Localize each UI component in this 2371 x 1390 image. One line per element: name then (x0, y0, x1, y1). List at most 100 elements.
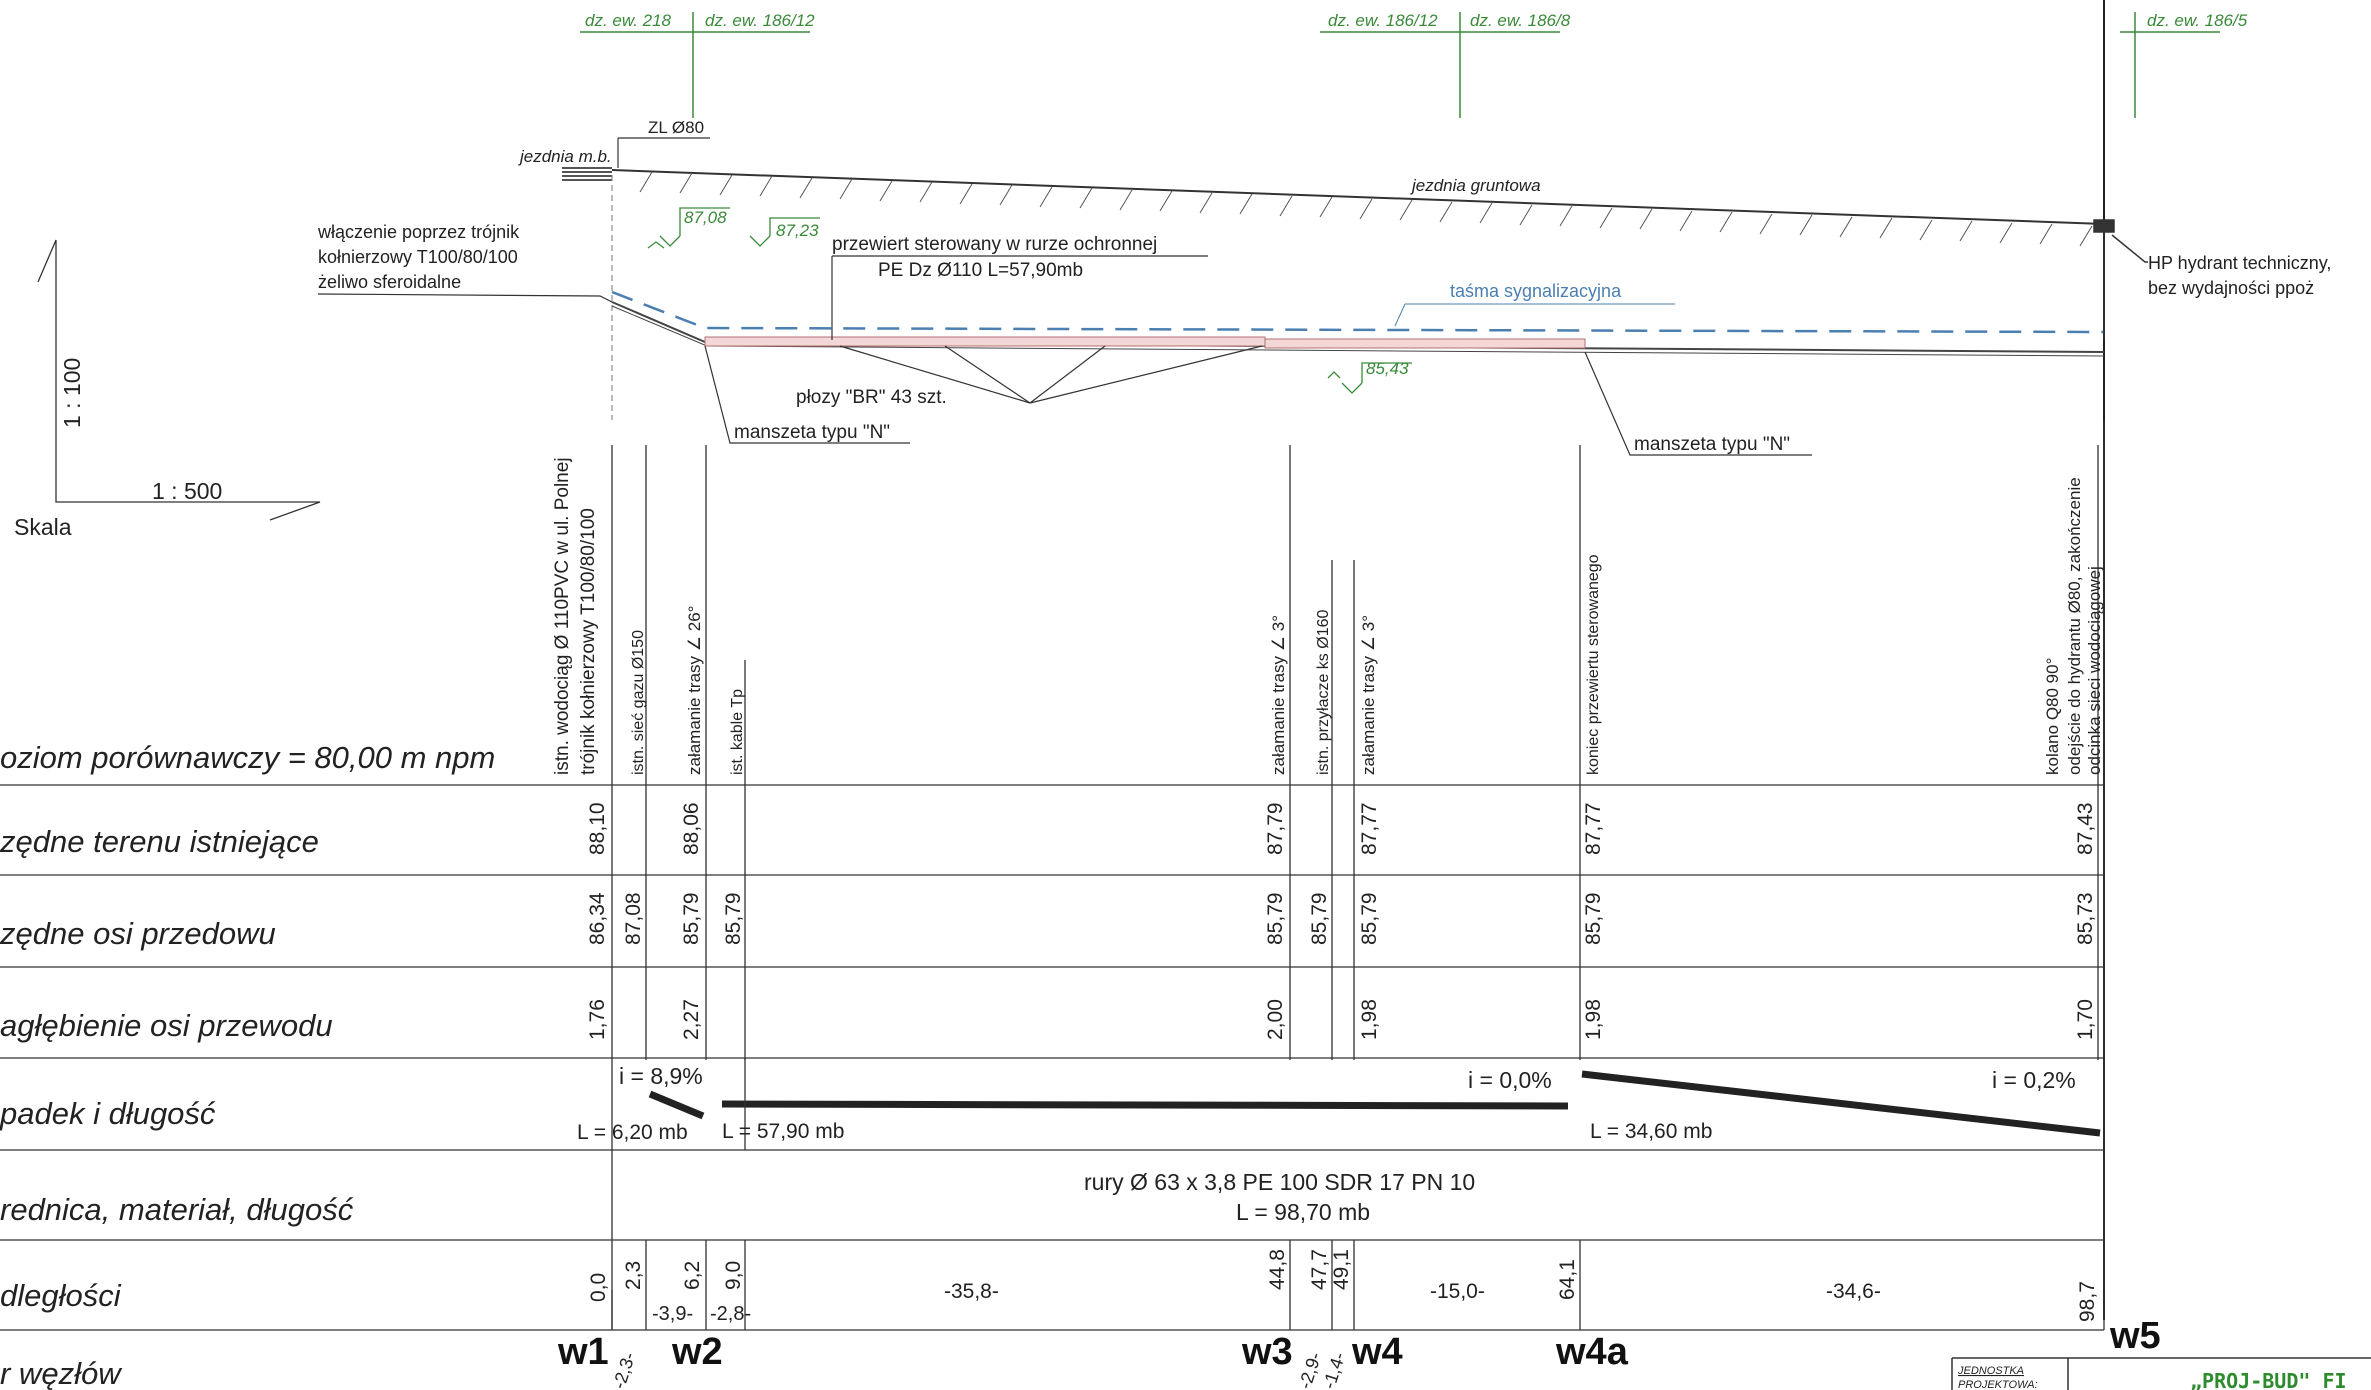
node-label: w3 (1241, 1331, 1293, 1373)
axis-value: 85,79 (1308, 892, 1331, 945)
station-label: załamanie trasy ∠ 26° (685, 606, 704, 775)
hydrant-symbol (2093, 219, 2148, 340)
station-label: załamanie trasy ∠ 3° (1269, 615, 1288, 775)
terrain-value: 87,43 (2074, 802, 2097, 855)
scale-label: Skala (14, 514, 72, 540)
pipe-length: L = 98,70 mb (1236, 1199, 1370, 1225)
distance-value: 2,3 (622, 1261, 645, 1290)
axis-value: 85,79 (1582, 892, 1605, 945)
parcel-label: dz. ew. 186/8 (1470, 11, 1571, 30)
depth-value: 1,98 (1582, 999, 1605, 1040)
segment-value: -15,0- (1430, 1280, 1485, 1303)
row-header: agłębienie osi przewodu (0, 1008, 333, 1043)
elev-label: 87,08 (684, 208, 727, 227)
hydrant-note: bez wydajności ppoż (2148, 278, 2314, 298)
distance-value: 47,7 (1308, 1249, 1331, 1290)
segment-value: -2,3- (609, 1350, 639, 1390)
slope-value: i = 0,2% (1992, 1067, 2076, 1093)
axis-value: 85,79 (1264, 892, 1287, 945)
node-label: w4 (1351, 1331, 1403, 1373)
slope-value: i = 8,9% (619, 1063, 703, 1089)
elev-marks (647, 207, 1412, 394)
distance-value: 64,1 (1556, 1259, 1579, 1300)
row-header: zędne osi przedowu (0, 916, 276, 951)
node-label: w4a (1555, 1331, 1629, 1373)
axis-value: 86,34 (586, 892, 609, 945)
drilling-note: przewiert sterowany w rurze ochronnej (832, 234, 1157, 255)
connection-note: włączenie poprzez trójnik (317, 222, 520, 242)
drilling-note: PE Dz Ø110 L=57,90mb (878, 260, 1083, 281)
station-label: trójnik kołnierzowy T100/80/100 (578, 508, 599, 775)
distance-value: 98,7 (2076, 1281, 2099, 1322)
station-label: ist. kable Tp (729, 689, 746, 775)
station-label: istn. wodociąg Ø 110PVC w ul. Polnej (552, 457, 573, 775)
segment-value: -35,8- (944, 1280, 999, 1303)
cuff-label: manszeta typu "N" (734, 422, 890, 443)
axis-value: 85,79 (1358, 892, 1381, 945)
station-label: koniec przewiertu sterowanego (1585, 554, 1602, 775)
road-label: jezdnia gruntowa (1410, 176, 1541, 195)
parcel-label: dz. ew. 218 (585, 11, 672, 30)
distance-value: 6,2 (681, 1261, 704, 1290)
terrain-value: 87,77 (1358, 802, 1381, 855)
node-label: w1 (557, 1331, 609, 1373)
depth-value: 1,70 (2074, 999, 2097, 1040)
station-label: załamanie trasy ∠ 3° (1359, 615, 1378, 775)
cuff-label: manszeta typu "N" (1634, 434, 1790, 455)
vertical-scale: 1 : 100 (59, 358, 85, 428)
row-header: padek i długość (0, 1096, 216, 1131)
station-label: odejście do hydrantu Ø80, zakończenie (2065, 477, 2084, 775)
segment-value: -34,6- (1826, 1280, 1881, 1303)
tape-label: taśma sygnalizacyjna (1450, 281, 1622, 301)
station-label: kolano Q80 90° (2043, 658, 2062, 775)
terrain-value: 87,79 (1264, 802, 1287, 855)
zl-label: ZL Ø80 (648, 118, 704, 137)
depth-value: 2,27 (680, 999, 703, 1040)
parcel-markers (580, 12, 2220, 118)
pipe-spec: rury Ø 63 x 3,8 PE 100 SDR 17 PN 10 (1084, 1169, 1475, 1195)
slope-lines (648, 1070, 2101, 1137)
stamp-unit: JEDNOSTKA (1957, 1365, 2024, 1377)
node-label: w2 (671, 1331, 723, 1373)
terrain-value: 88,10 (586, 802, 609, 855)
runner-leaders (704, 345, 1812, 456)
row-header: r węzłów (0, 1356, 123, 1390)
parcel-label: dz. ew. 186/12 (705, 11, 815, 30)
elev-label: 87,23 (776, 221, 819, 240)
slope-value: i = 0,0% (1468, 1067, 1552, 1093)
distance-value: 0,0 (587, 1273, 610, 1302)
warning-tape (611, 290, 2105, 334)
distance-value: 49,1 (1330, 1249, 1353, 1290)
title-block (1951, 1357, 2371, 1390)
stamp-unit: PROJEKTOWA: (1958, 1379, 2038, 1390)
segment-value: -2,8- (710, 1303, 751, 1325)
terrain-value: 88,06 (680, 802, 703, 855)
length-value: L = 6,20 mb (577, 1121, 688, 1144)
terrain-value: 87,77 (1582, 802, 1605, 855)
elev-label: 85,43 (1366, 359, 1409, 378)
scale-symbol (37, 239, 321, 521)
row-header: oziom porównawczy = 80,00 m npm (0, 740, 495, 775)
row-header: zędne terenu istniejące (0, 824, 319, 859)
segment-value: -3,9- (652, 1303, 693, 1325)
axis-value: 87,08 (622, 892, 645, 945)
road-label: jezdnia m.b. (518, 147, 612, 166)
distance-value: 9,0 (722, 1261, 745, 1290)
hydrant-note: HP hydrant techniczny, (2148, 253, 2331, 273)
parcel-label: dz. ew. 186/12 (1328, 11, 1438, 30)
ground-line (562, 167, 2105, 247)
depth-value: 1,98 (1358, 999, 1381, 1040)
station-label: istn. sieć gazu Ø150 (630, 630, 647, 775)
table-grid (0, 420, 2105, 1331)
distance-value: 44,8 (1266, 1249, 1289, 1290)
station-label: odcinka sieci wodociągowej (2085, 566, 2104, 775)
length-value: L = 34,60 mb (1590, 1120, 1712, 1143)
horizontal-scale: 1 : 500 (152, 478, 222, 504)
axis-value: 85,79 (722, 892, 745, 945)
length-value: L = 57,90 mb (722, 1120, 844, 1143)
depth-value: 1,76 (586, 999, 609, 1040)
stamp-company: „PROJ-BUD" FI (2190, 1369, 2347, 1390)
pipe-line (611, 301, 2105, 357)
